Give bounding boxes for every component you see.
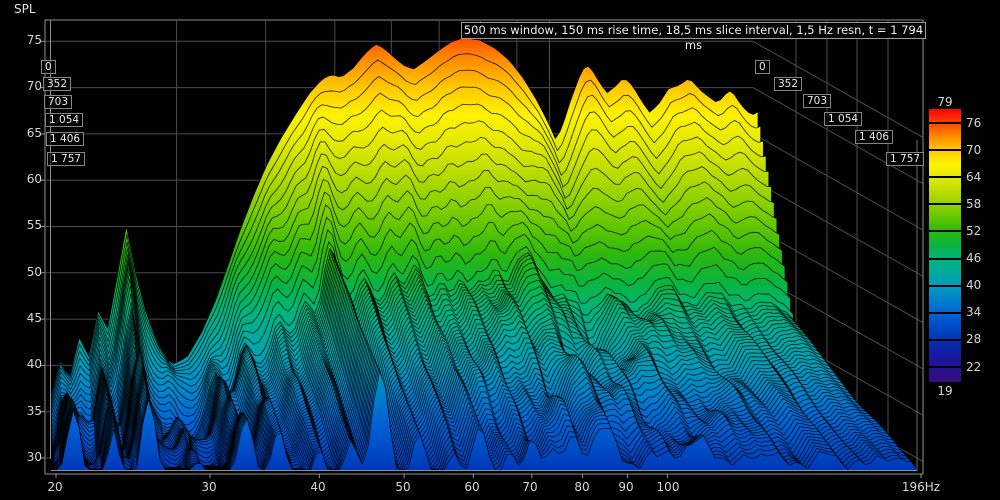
time-label-right: 1 406: [855, 130, 894, 144]
y-tick-label: 45: [26, 311, 42, 325]
measurement-settings-title: 500 ms window, 150 ms rise time, 18,5 ms…: [461, 22, 926, 52]
x-end-label: 196Hz: [901, 480, 941, 494]
legend-max-label: 79: [937, 95, 953, 109]
legend-tick-label: 52: [966, 224, 982, 238]
x-tick-label: 30: [201, 480, 217, 494]
legend-tick-label: 46: [966, 251, 982, 265]
legend-segment-divider: [929, 230, 961, 233]
legend-segment-divider: [929, 284, 961, 287]
y-tick-label: 30: [26, 450, 42, 464]
time-label-right: 352: [774, 77, 803, 91]
time-label-right: 1 757: [886, 152, 925, 166]
legend-tick-label: 28: [966, 332, 982, 346]
legend-segment-divider: [929, 149, 961, 152]
legend-segment-divider: [929, 338, 961, 341]
legend-tick-label: 22: [966, 360, 982, 374]
time-label-right: 1 054: [824, 112, 863, 126]
legend-tick-label: 70: [966, 143, 982, 157]
legend-tick-label: 34: [966, 305, 982, 319]
legend-segment-divider: [929, 122, 961, 124]
y-tick-label: 55: [26, 218, 42, 232]
y-tick-label: 35: [26, 404, 42, 418]
legend-segment-divider: [929, 257, 961, 260]
x-tick-label: 20: [47, 480, 63, 494]
spl-axis-title: SPL: [14, 2, 36, 16]
x-tick-label: 100: [656, 480, 680, 494]
legend-tick-label: 58: [966, 197, 982, 211]
x-tick-label: 50: [395, 480, 411, 494]
y-tick-label: 65: [26, 126, 42, 140]
x-tick-label: 80: [574, 480, 590, 494]
x-tick-label: 70: [522, 480, 538, 494]
y-tick-label: 60: [26, 172, 42, 186]
time-label-left: 1 054: [45, 113, 84, 127]
legend-tick-label: 40: [966, 278, 982, 292]
y-tick-label: 70: [26, 79, 42, 93]
x-tick-label: 90: [618, 480, 634, 494]
spl-color-legend: [929, 109, 961, 382]
y-tick-label: 40: [26, 357, 42, 371]
legend-segment-divider: [929, 176, 961, 179]
legend-tick-label: 64: [966, 170, 982, 184]
x-tick-label: 40: [310, 480, 326, 494]
y-tick-label: 75: [26, 33, 42, 47]
legend-segment-divider: [929, 311, 961, 314]
legend-min-label: 19: [937, 384, 953, 398]
legend-segment-divider: [929, 203, 961, 206]
time-label-left: 0: [41, 60, 56, 74]
time-label-left: 352: [43, 77, 72, 91]
time-label-left: 1 757: [47, 152, 86, 166]
legend-segment-divider: [929, 365, 961, 368]
legend-tick-label: 76: [966, 116, 982, 130]
time-label-left: 1 406: [46, 132, 85, 146]
y-tick-label: 50: [26, 265, 42, 279]
x-tick-label: 60: [464, 480, 480, 494]
time-label-right: 0: [755, 60, 770, 74]
time-label-left: 703: [44, 95, 73, 109]
time-label-right: 703: [803, 94, 832, 108]
